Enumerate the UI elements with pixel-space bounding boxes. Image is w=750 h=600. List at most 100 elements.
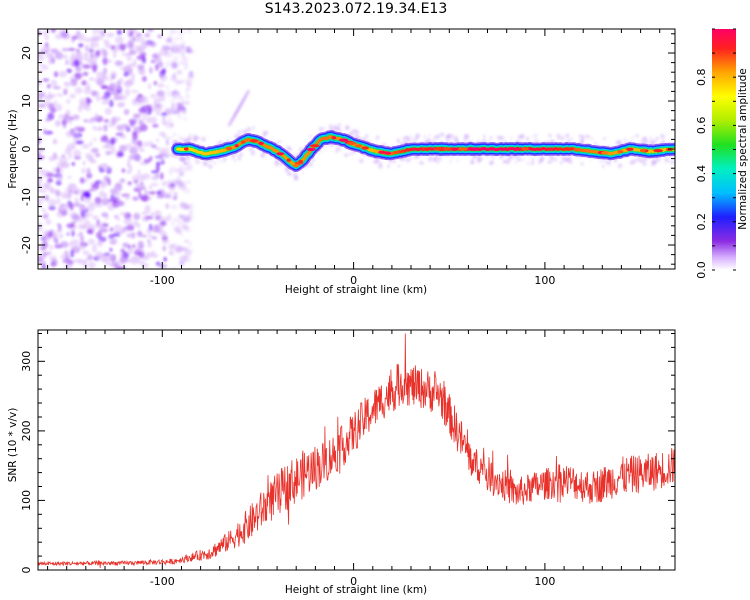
heatmap-noise-blob	[159, 95, 166, 102]
heatmap-noise-blob	[91, 246, 98, 253]
heatmap-noise-blob	[177, 60, 186, 66]
heatmap-noise-blob	[38, 152, 41, 156]
heatmap-noise-blob	[88, 157, 95, 162]
heatmap-noise-blob	[172, 61, 178, 69]
chart-title: S143.2023.072.19.34.E13	[264, 1, 448, 17]
heatmap-halo-speckle	[491, 155, 495, 159]
ridge-hotspot	[384, 151, 392, 155]
heatmap-halo-speckle	[649, 136, 652, 139]
heatmap-noise-blob	[133, 212, 141, 221]
heatmap-noise-blob	[110, 138, 116, 146]
heatmap-noise-blob	[138, 119, 144, 126]
heatmap-noise-blob	[82, 250, 90, 256]
heatmap-noise-blob	[152, 224, 160, 233]
heatmap-halo-speckle	[446, 135, 449, 138]
heatmap-halo-speckle	[235, 154, 238, 157]
heatmap-noise-blob	[66, 68, 72, 74]
heatmap-noise-blob	[155, 112, 161, 116]
heatmap-noise-blob	[186, 29, 192, 34]
heatmap-noise-blob	[124, 88, 131, 97]
colorbar-tick-label: 0.4	[695, 165, 708, 183]
heatmap-noise-blob	[162, 69, 166, 76]
heatmap-halo-speckle	[625, 140, 628, 143]
heatmap-halo-speckle	[309, 134, 313, 138]
heatmap-noise-blob	[130, 232, 136, 239]
heatmap-noise-blob	[142, 42, 151, 48]
heatmap-halo-speckle	[554, 158, 558, 162]
heatmap-noise-blob	[111, 74, 116, 80]
heatmap-halo-speckle	[214, 162, 217, 165]
heatmap-noise-blob	[163, 256, 168, 262]
heatmap-noise-blob	[123, 217, 133, 226]
heatmap-noise-blob	[148, 185, 153, 190]
heatmap-noise-blob	[103, 124, 108, 132]
heatmap-halo-speckle	[405, 157, 411, 163]
heatmap-halo-speckle	[580, 134, 586, 139]
heatmap-noise-blob	[38, 227, 42, 232]
heatmap-halo-speckle	[284, 167, 288, 171]
heatmap-halo-speckle	[239, 130, 243, 133]
heatmap-halo-speckle	[432, 157, 437, 162]
heatmap-halo-speckle	[463, 136, 468, 141]
heatmap-noise-blob	[131, 73, 135, 81]
heatmap-halo-speckle	[547, 161, 551, 164]
heatmap-halo-speckle	[272, 136, 274, 139]
heatmap-noise-blob	[85, 192, 91, 199]
heatmap-noise-blob	[55, 103, 63, 112]
ridge-hotspot	[448, 147, 459, 151]
heatmap-noise-blob	[181, 111, 187, 115]
heatmap-noise-blob	[48, 198, 57, 207]
heatmap-noise-blob	[64, 147, 72, 155]
heatmap-halo-speckle	[349, 152, 353, 156]
heatmap-halo-speckle	[533, 137, 536, 139]
heatmap-noise-blob	[88, 77, 96, 82]
heatmap-halo-speckle	[526, 138, 530, 141]
heatmap-halo-speckle	[476, 158, 482, 163]
heatmap-noise-blob	[66, 223, 75, 228]
heatmap-noise-blob	[166, 146, 171, 151]
heatmap-noise-blob	[101, 85, 107, 90]
heatmap-noise-blob	[77, 33, 86, 42]
heatmap-noise-blob	[135, 183, 142, 188]
heatmap-noise-blob	[73, 190, 79, 195]
heatmap-halo-speckle	[409, 135, 412, 138]
heatmap-noise-blob	[132, 133, 139, 140]
heatmap-noise-blob	[165, 61, 169, 68]
heatmap-noise-blob	[112, 50, 117, 59]
heatmap-noise-blob	[172, 71, 177, 77]
heatmap-halo-speckle	[526, 162, 530, 165]
heatmap-noise-blob	[61, 210, 67, 216]
heatmap-noise-blob	[38, 91, 46, 98]
heatmap-noise-blob	[180, 220, 189, 224]
heatmap-noise-blob	[38, 244, 47, 251]
heatmap-noise-blob	[42, 230, 49, 237]
heatmap-noise-blob	[162, 46, 167, 51]
heatmap-halo-speckle	[286, 145, 291, 150]
heatmap-noise-blob	[105, 150, 112, 156]
heatmap-noise-blob	[84, 104, 91, 112]
heatmap-noise-blob	[71, 229, 75, 237]
heatmap-halo-speckle	[505, 159, 511, 165]
heatmap-halo-speckle	[251, 147, 254, 151]
heatmap-noise-blob	[183, 214, 192, 219]
snr-frame	[37, 329, 676, 571]
heatmap-halo-speckle	[187, 158, 191, 162]
heatmap-halo-speckle	[616, 142, 620, 146]
heatmap-halo-speckle	[538, 159, 543, 164]
heatmap-noise-blob	[125, 143, 133, 150]
snr-ylabel: SNR (10 * v/v)	[7, 408, 19, 483]
ridge-hotspot	[361, 146, 369, 150]
heatmap-halo-speckle	[246, 126, 252, 132]
heatmap-noise-blob	[100, 96, 109, 100]
spectrogram-xlabel: Height of straight line (km)	[285, 284, 427, 296]
heatmap-noise-blob	[135, 32, 142, 38]
heatmap-noise-blob	[178, 214, 186, 219]
heatmap-noise-blob	[71, 114, 80, 121]
heatmap-halo-speckle	[318, 126, 324, 132]
heatmap-noise-blob	[180, 157, 187, 163]
heatmap-noise-blob	[89, 141, 93, 147]
spectrogram-ytick-label: 10	[20, 94, 33, 108]
heatmap-noise-blob	[96, 29, 101, 35]
heatmap-noise-blob	[92, 215, 99, 220]
heatmap-noise-blob	[74, 87, 83, 94]
